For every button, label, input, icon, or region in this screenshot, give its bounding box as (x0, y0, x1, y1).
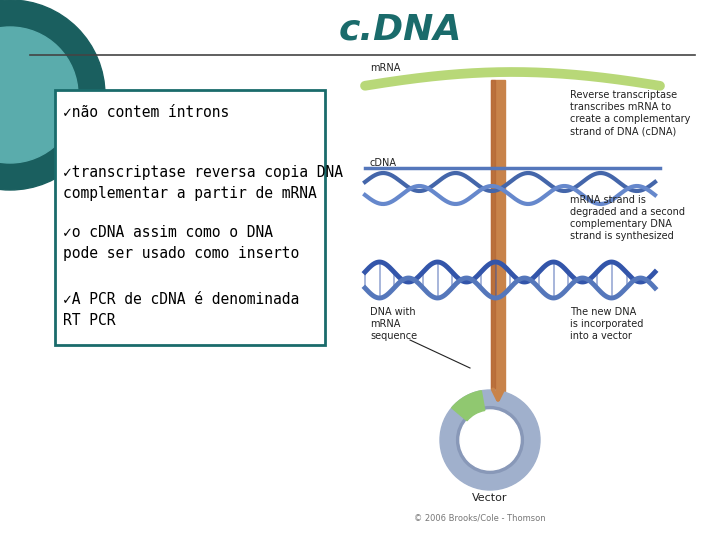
Text: into a vector: into a vector (570, 331, 632, 341)
Text: c.DNA: c.DNA (338, 13, 462, 47)
Text: strand is synthesized: strand is synthesized (570, 231, 674, 241)
Text: create a complementary: create a complementary (570, 114, 690, 124)
Text: ✓transcriptase reversa copia DNA
complementar a partir de mRNA: ✓transcriptase reversa copia DNA complem… (63, 165, 343, 201)
Text: © 2006 Brooks/Cole - Thomson: © 2006 Brooks/Cole - Thomson (414, 514, 546, 523)
Text: The new DNA: The new DNA (570, 307, 636, 317)
Text: degraded and a second: degraded and a second (570, 207, 685, 217)
Text: complementary DNA: complementary DNA (570, 219, 672, 229)
Text: strand of DNA (cDNA): strand of DNA (cDNA) (570, 126, 676, 136)
Wedge shape (451, 391, 485, 421)
Text: mRNA strand is: mRNA strand is (570, 195, 646, 205)
Circle shape (460, 410, 520, 470)
Text: is incorporated: is incorporated (570, 319, 644, 329)
Text: ✓não contem íntrons: ✓não contem íntrons (63, 105, 229, 120)
Circle shape (0, 0, 105, 190)
Circle shape (0, 27, 78, 163)
Text: Reverse transcriptase: Reverse transcriptase (570, 90, 677, 100)
Text: sequence: sequence (370, 331, 417, 341)
Text: ✓A PCR de cDNA é denominada
RT PCR: ✓A PCR de cDNA é denominada RT PCR (63, 292, 300, 328)
Text: DNA with: DNA with (370, 307, 415, 317)
Text: mRNA: mRNA (370, 63, 400, 73)
Text: mRNA: mRNA (370, 319, 400, 329)
Bar (491, 80, 505, 392)
Bar (491, 80, 495, 392)
Text: cDNA: cDNA (370, 158, 397, 168)
Text: ✓o cDNA assim como o DNA
pode ser usado como inserto: ✓o cDNA assim como o DNA pode ser usado … (63, 225, 300, 261)
FancyBboxPatch shape (55, 90, 325, 345)
Text: Vector: Vector (472, 493, 508, 503)
Circle shape (440, 390, 540, 490)
Text: transcribes mRNA to: transcribes mRNA to (570, 102, 671, 112)
